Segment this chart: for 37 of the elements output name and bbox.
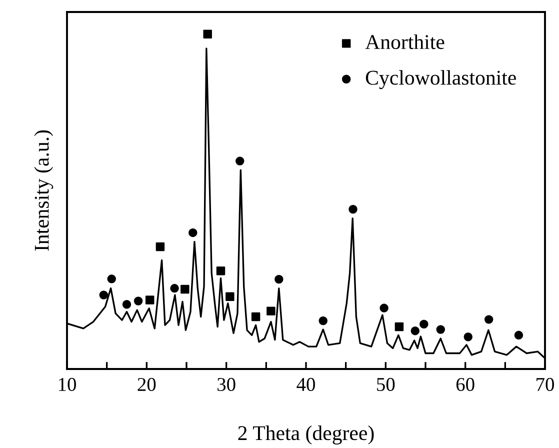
x-tick-label: 60 [456, 378, 474, 392]
x-tick-label: 20 [138, 378, 156, 392]
x-axis-title: 2 Theta (degree) [238, 426, 374, 444]
point [514, 330, 524, 340]
point [203, 30, 212, 38]
point [107, 274, 116, 284]
x-tick-label: 10 [58, 378, 76, 392]
point [251, 312, 260, 322]
x-tick-label: 30 [218, 378, 236, 392]
x-tick-label: 50 [377, 378, 395, 392]
point [170, 284, 179, 293]
point [266, 306, 276, 316]
point [420, 320, 428, 328]
point [274, 274, 284, 284]
x-tick-label: 70 [536, 378, 554, 392]
point [236, 156, 244, 166]
legend-label: Anorthite [365, 34, 444, 50]
legend-label: Cyclowollastonite [366, 70, 516, 90]
y-axis-title: Intensity (a.u.) [34, 130, 54, 251]
point [145, 296, 154, 304]
point [122, 300, 132, 309]
point [484, 315, 494, 324]
point [180, 284, 190, 294]
point [348, 204, 358, 214]
point [156, 242, 165, 252]
point [410, 326, 420, 336]
point [216, 266, 226, 276]
point [394, 322, 404, 332]
point [188, 228, 198, 238]
x-tick-label: 40 [296, 378, 315, 392]
point [99, 290, 108, 300]
point [380, 304, 388, 312]
point [464, 332, 472, 342]
point [436, 325, 446, 334]
point [226, 292, 234, 302]
point [318, 316, 328, 326]
point [134, 296, 143, 306]
